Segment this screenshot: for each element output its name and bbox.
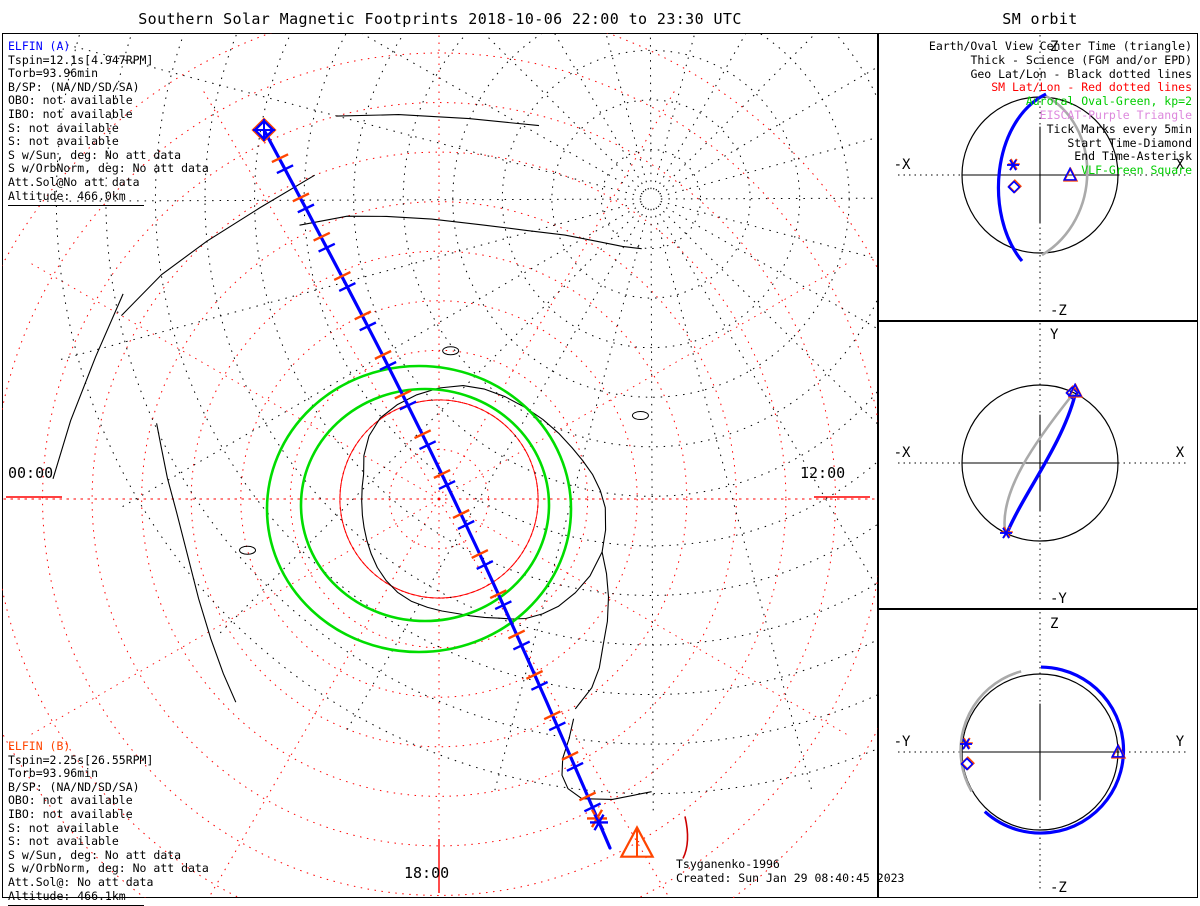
elfin-a-info-line: S w/OrbNorm, deg: No att data	[8, 161, 209, 176]
elfin-a-info-panel: ELFIN (A) Tspin=12.1s[4.947RPM] Torb=93.9…	[8, 39, 209, 206]
elfin-b-name: ELFIN (B)	[8, 739, 71, 753]
axis-label-bottom-xz: -Z	[1050, 303, 1067, 319]
axis-label-left-xy: -X	[894, 445, 911, 461]
model-name: Tsyganenko-1996	[676, 857, 780, 871]
legend-item: EISCAT-Purple Triangle	[1039, 107, 1192, 122]
orbit-panel-xz: Z -Z -X X	[894, 35, 1186, 319]
elfin-b-info-line: S: not available	[8, 820, 119, 835]
elfin-b-info-line: S w/Sun, deg: No att data	[8, 847, 182, 862]
axis-label-left-xz: -X	[894, 157, 911, 173]
axis-label-bottom-xy: -Y	[1050, 591, 1067, 607]
legend-item: Earth/Oval View Center Time (triangle)	[928, 39, 1192, 53]
axis-label-top-xz: Z	[1050, 39, 1058, 55]
elfin-b-info-line: S: not available	[8, 834, 119, 849]
elfin-b-info-line: S w/OrbNorm, deg: No att data	[8, 861, 209, 876]
map-frame	[2, 33, 878, 898]
legend-item: VLF-Green Square	[1081, 163, 1192, 178]
legend-item: Geo Lat/Lon - Black dotted lines	[970, 66, 1192, 81]
orbit-panel-title: SM orbit	[1002, 10, 1078, 28]
elfin-a-info-line: B/SP: (NA/ND/SD/SA)	[8, 79, 140, 94]
elfin-b-info-line: B/SP: (NA/ND/SD/SA)	[8, 779, 140, 794]
legend-item: SM Lat/Lon - Red dotted lines	[991, 80, 1192, 95]
axis-label-right-yz: Y	[1176, 734, 1185, 750]
elfin-a-info-line: S: not available	[8, 120, 119, 135]
elfin-a-info-line: Altitude: 466.0km	[8, 188, 126, 203]
elfin-b-info-line: Torb=93.96min	[8, 766, 99, 781]
map-footnote: Tsyganenko-1996 Created: Sun Jan 29 08:4…	[676, 857, 905, 885]
legend-item: Thick - Science (FGM and/or EPD)	[970, 52, 1192, 67]
legend-item: Start Time-Diamond	[1067, 135, 1192, 150]
orbit-frame-xz	[878, 33, 1198, 321]
panel-divider	[8, 205, 144, 206]
elfin-a-name: ELFIN (A)	[8, 39, 71, 53]
elfin-a-info-line: IBO: not available	[8, 106, 133, 121]
elfin-b-info-panel: ELFIN (B) Tspin=2.25s[26.55RPM] Torb=93.9…	[8, 739, 209, 906]
axis-label-left-yz: -Y	[894, 734, 911, 750]
elfin-b-info-line: Tspin=2.25s[26.55RPM]	[8, 752, 154, 767]
elfin-b-info-line: OBO: not available	[8, 793, 133, 808]
page-title: Southern Solar Magnetic Footprints 2018-…	[138, 10, 742, 28]
legend-item: Auroral Oval-Green, kp=2	[1025, 94, 1192, 109]
elfin-a-info-line: Att.Sol@No att data	[8, 174, 140, 189]
orbit-panel-xy: Y -Y -X X	[894, 323, 1186, 607]
elfin-b-info-line: Altitude: 466.1km	[8, 888, 126, 903]
elfin-a-info-line: S w/Sun, deg: No att data	[8, 147, 182, 162]
legend-item: End Time-Asterisk	[1074, 149, 1192, 164]
orbit-frame-yz	[878, 609, 1198, 898]
elfin-a-info-line: Tspin=12.1s[4.947RPM]	[8, 52, 154, 67]
axis-label-top-xy: Y	[1050, 327, 1059, 343]
mlt-label-dusk: 18:00	[404, 864, 450, 882]
elfin-b-info-line: Att.Sol@: No att data	[8, 874, 154, 889]
axis-label-top-yz: Z	[1050, 616, 1058, 632]
axis-label-bottom-yz: -Z	[1050, 880, 1067, 896]
axis-label-right-xy: X	[1176, 445, 1185, 461]
elfin-a-info-line: OBO: not available	[8, 93, 133, 108]
legend-item: Tick Marks every 5min	[1046, 121, 1192, 136]
orbit-panel-yz: Z -Z -Y Y	[894, 612, 1186, 896]
elfin-a-info-line: Torb=93.96min	[8, 66, 99, 81]
created-timestamp: Created: Sun Jan 29 08:40:45 2023	[676, 870, 905, 885]
map-legend: Earth/Oval View Center Time (triangle) Th…	[928, 39, 1192, 178]
mlt-label-midnight: 00:00	[8, 464, 54, 482]
axis-label-right-xz: X	[1176, 157, 1185, 173]
elfin-a-info-line: S: not available	[8, 134, 119, 149]
polar-footprint-map	[2, 33, 878, 898]
elfin-b-info-line: IBO: not available	[8, 806, 133, 821]
orbit-frame-xy	[878, 321, 1198, 609]
mlt-label-noon: 12:00	[800, 464, 846, 482]
